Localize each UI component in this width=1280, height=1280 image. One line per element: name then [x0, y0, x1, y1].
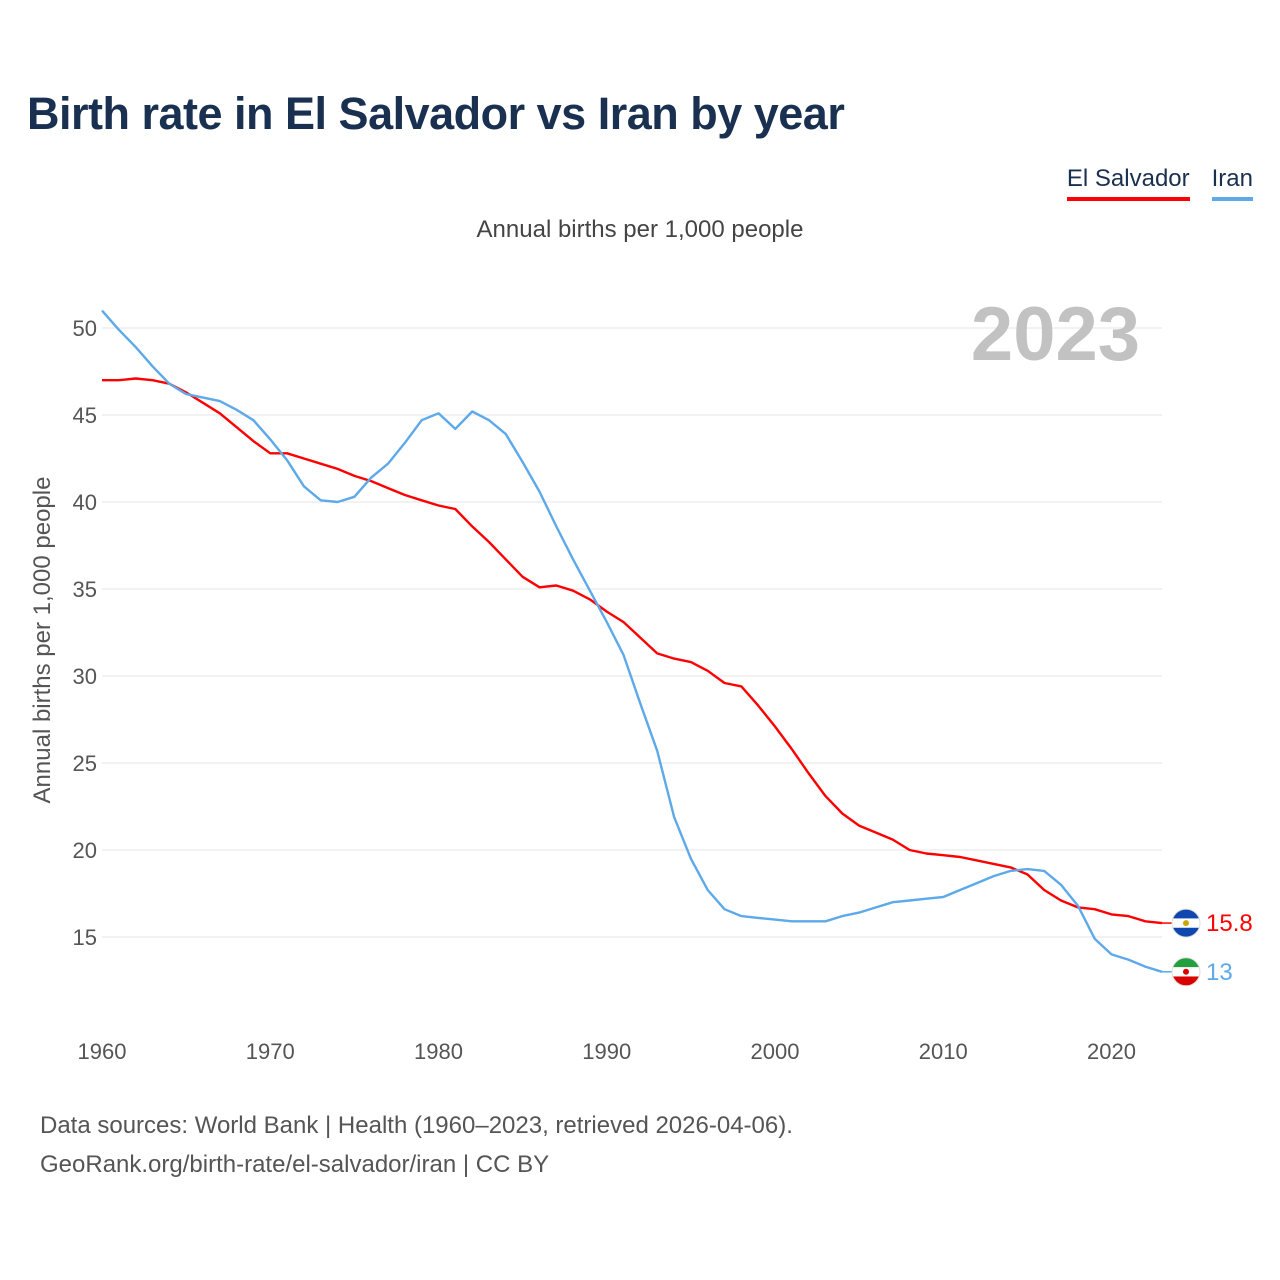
legend-item-el-salvador[interactable]: El Salvador	[1066, 165, 1190, 201]
year-overlay: 2023	[971, 292, 1140, 377]
footer-sources: Data sources: World Bank | Health (1960–…	[40, 1112, 793, 1139]
x-tick-label: 2020	[1087, 1039, 1136, 1064]
legend-item-iran[interactable]: Iran	[1211, 165, 1253, 201]
x-tick-label: 2000	[751, 1039, 800, 1064]
footer: Data sources: World Bank | Health (1960–…	[40, 1106, 793, 1184]
iran-flag-icon	[1171, 957, 1201, 987]
y-tick-label: 45	[73, 403, 97, 428]
y-tick-label: 20	[73, 838, 97, 863]
legend: El Salvador Iran	[1066, 165, 1253, 201]
y-tick-label: 25	[73, 751, 97, 776]
line-chart: 2023 Annual births per 1,000 people 15 20…	[29, 292, 1253, 1064]
end-value-label: 13	[1206, 959, 1233, 986]
series-line-iran[interactable]	[101, 309, 1163, 973]
y-tick-label: 40	[73, 490, 97, 515]
el-salvador-flag-icon	[1171, 908, 1201, 938]
y-tick-label: 50	[73, 316, 97, 341]
series-line-el-salvador[interactable]	[102, 377, 1163, 925]
x-tick-label: 1990	[582, 1039, 631, 1064]
y-axis-label: Annual births per 1,000 people	[29, 477, 56, 804]
y-tick-label: 30	[73, 664, 97, 689]
x-tick-label: 1980	[414, 1039, 463, 1064]
x-tick-label: 1960	[78, 1039, 127, 1064]
chart-title: Birth rate in El Salvador vs Iran by yea…	[27, 88, 845, 139]
chart-subtitle: Annual births per 1,000 people	[476, 216, 804, 243]
end-value-label: 15.8	[1206, 910, 1253, 937]
y-tick-label: 35	[73, 577, 97, 602]
x-tick-label: 1970	[246, 1039, 295, 1064]
footer-link[interactable]: GeoRank.org/birth-rate/el-salvador/iran …	[40, 1151, 550, 1178]
y-tick-label: 15	[73, 925, 97, 950]
x-tick-label: 2010	[919, 1039, 968, 1064]
